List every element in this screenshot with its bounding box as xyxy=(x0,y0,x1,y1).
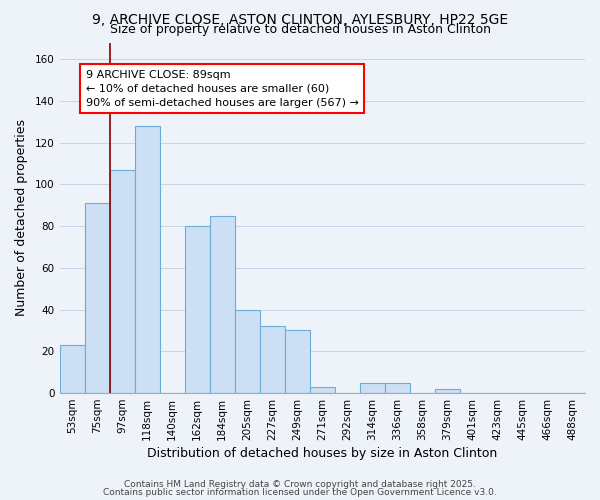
Text: Contains HM Land Registry data © Crown copyright and database right 2025.: Contains HM Land Registry data © Crown c… xyxy=(124,480,476,489)
Bar xyxy=(260,326,285,393)
Bar xyxy=(209,216,235,393)
Bar xyxy=(360,382,385,393)
Bar xyxy=(435,389,460,393)
Text: Size of property relative to detached houses in Aston Clinton: Size of property relative to detached ho… xyxy=(110,24,491,36)
Bar xyxy=(235,310,260,393)
Text: Contains public sector information licensed under the Open Government Licence v3: Contains public sector information licen… xyxy=(103,488,497,497)
Bar xyxy=(310,387,335,393)
Y-axis label: Number of detached properties: Number of detached properties xyxy=(15,120,28,316)
Bar xyxy=(110,170,134,393)
Bar xyxy=(285,330,310,393)
Bar xyxy=(185,226,209,393)
Bar xyxy=(385,382,410,393)
Bar xyxy=(59,345,85,393)
X-axis label: Distribution of detached houses by size in Aston Clinton: Distribution of detached houses by size … xyxy=(147,447,497,460)
Text: 9, ARCHIVE CLOSE, ASTON CLINTON, AYLESBURY, HP22 5GE: 9, ARCHIVE CLOSE, ASTON CLINTON, AYLESBU… xyxy=(92,12,508,26)
Text: 9 ARCHIVE CLOSE: 89sqm
← 10% of detached houses are smaller (60)
90% of semi-det: 9 ARCHIVE CLOSE: 89sqm ← 10% of detached… xyxy=(86,70,359,108)
Bar xyxy=(85,203,110,393)
Bar xyxy=(134,126,160,393)
